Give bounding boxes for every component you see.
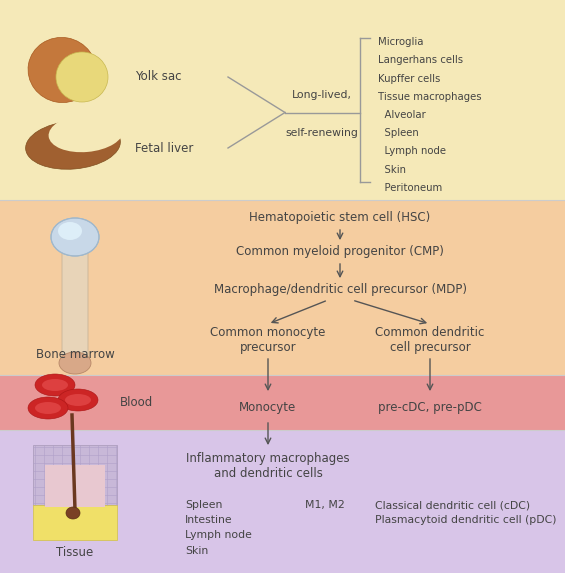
Text: pre-cDC, pre-pDC: pre-cDC, pre-pDC [378, 401, 482, 414]
Text: Blood: Blood [120, 396, 153, 409]
Text: Microglia: Microglia [378, 37, 424, 47]
Text: Peritoneum: Peritoneum [378, 183, 442, 193]
Ellipse shape [51, 218, 99, 256]
Text: Tissue macrophages: Tissue macrophages [378, 92, 481, 102]
Text: M1, M2: M1, M2 [305, 500, 345, 510]
Bar [0, 0, 565, 200]
Text: Common myeloid progenitor (CMP): Common myeloid progenitor (CMP) [236, 245, 444, 258]
Text: Spleen
Intestine
Lymph node
Skin: Spleen Intestine Lymph node Skin [185, 500, 252, 556]
Bar [0, 200, 565, 375]
Text: Long-lived,: Long-lived, [292, 90, 352, 100]
Text: Skin: Skin [378, 165, 406, 175]
Text: Alveolar: Alveolar [378, 110, 426, 120]
Ellipse shape [28, 397, 68, 419]
Text: Monocyte: Monocyte [240, 401, 297, 414]
Text: Hematopoietic stem cell (HSC): Hematopoietic stem cell (HSC) [249, 211, 431, 225]
Ellipse shape [35, 402, 61, 414]
Text: Bone marrow: Bone marrow [36, 348, 114, 362]
Text: Common monocyte
precursor: Common monocyte precursor [210, 326, 325, 354]
Bar [0, 375, 565, 430]
Text: Lymph node: Lymph node [378, 147, 446, 156]
Ellipse shape [49, 114, 123, 152]
Text: Macrophage/dendritic cell precursor (MDP): Macrophage/dendritic cell precursor (MDP… [214, 284, 467, 296]
FancyBboxPatch shape [33, 445, 117, 505]
Text: Yolk sac: Yolk sac [135, 70, 181, 84]
Text: Inflammatory macrophages
and dendritic cells: Inflammatory macrophages and dendritic c… [186, 452, 350, 480]
Ellipse shape [42, 379, 68, 391]
Bar [0, 430, 565, 573]
Text: Langerhans cells: Langerhans cells [378, 55, 463, 65]
Text: Tissue: Tissue [56, 547, 94, 559]
FancyBboxPatch shape [33, 505, 117, 540]
Ellipse shape [25, 121, 120, 169]
Ellipse shape [59, 352, 91, 374]
Text: Spleen: Spleen [378, 128, 419, 138]
Text: Fetal liver: Fetal liver [135, 142, 193, 155]
Text: self-renewing: self-renewing [285, 128, 358, 138]
Ellipse shape [56, 52, 108, 102]
FancyBboxPatch shape [62, 251, 88, 357]
Text: Kupffer cells: Kupffer cells [378, 73, 440, 84]
Ellipse shape [58, 222, 82, 240]
Text: Common dendritic
cell precursor: Common dendritic cell precursor [375, 326, 485, 354]
Text: Classical dendritic cell (cDC)
Plasmacytoid dendritic cell (pDC): Classical dendritic cell (cDC) Plasmacyt… [375, 500, 557, 525]
FancyBboxPatch shape [45, 465, 105, 507]
Ellipse shape [66, 507, 80, 519]
Ellipse shape [35, 374, 75, 396]
Ellipse shape [58, 389, 98, 411]
Ellipse shape [28, 37, 96, 103]
Ellipse shape [65, 394, 91, 406]
